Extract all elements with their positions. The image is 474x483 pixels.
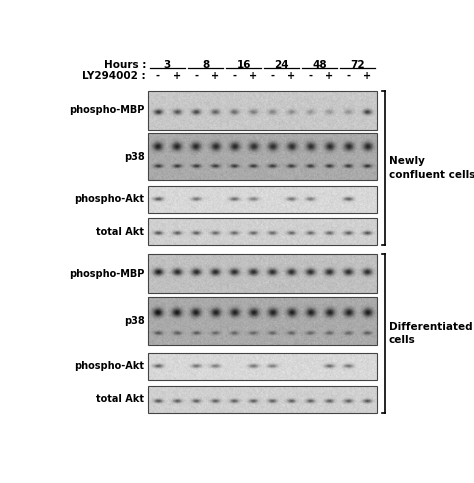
Text: p38: p38 xyxy=(124,316,145,327)
Text: 16: 16 xyxy=(237,60,251,70)
Text: +: + xyxy=(211,71,219,81)
Text: -: - xyxy=(346,71,350,81)
Text: 48: 48 xyxy=(312,60,327,70)
Text: 72: 72 xyxy=(351,60,365,70)
Text: +: + xyxy=(173,71,181,81)
Text: +: + xyxy=(364,71,372,81)
Text: -: - xyxy=(232,71,236,81)
Text: total Akt: total Akt xyxy=(97,395,145,404)
Bar xyxy=(148,91,377,129)
Bar xyxy=(148,133,377,180)
Bar xyxy=(148,218,377,245)
Text: 8: 8 xyxy=(202,60,209,70)
Bar xyxy=(148,298,377,345)
Text: phospho-Akt: phospho-Akt xyxy=(74,361,145,371)
Text: +: + xyxy=(325,71,333,81)
Bar xyxy=(148,186,377,213)
Text: -: - xyxy=(308,71,312,81)
Text: -: - xyxy=(270,71,274,81)
Text: Differentiated
cells: Differentiated cells xyxy=(389,322,472,345)
Text: p38: p38 xyxy=(124,152,145,161)
Text: Newly
confluent cells: Newly confluent cells xyxy=(389,156,474,180)
Text: -: - xyxy=(156,71,160,81)
Text: phospho-Akt: phospho-Akt xyxy=(74,194,145,204)
Text: +: + xyxy=(287,71,295,81)
Bar xyxy=(148,255,377,293)
Text: Hours :: Hours : xyxy=(104,60,146,70)
Text: phospho-MBP: phospho-MBP xyxy=(69,105,145,115)
Text: phospho-MBP: phospho-MBP xyxy=(69,269,145,279)
Text: 24: 24 xyxy=(274,60,289,70)
Text: +: + xyxy=(249,71,257,81)
Text: -: - xyxy=(194,71,198,81)
Bar xyxy=(148,353,377,380)
Text: total Akt: total Akt xyxy=(97,227,145,237)
Text: 3: 3 xyxy=(164,60,171,70)
Text: LY294002 :: LY294002 : xyxy=(82,71,146,81)
Bar xyxy=(148,386,377,413)
